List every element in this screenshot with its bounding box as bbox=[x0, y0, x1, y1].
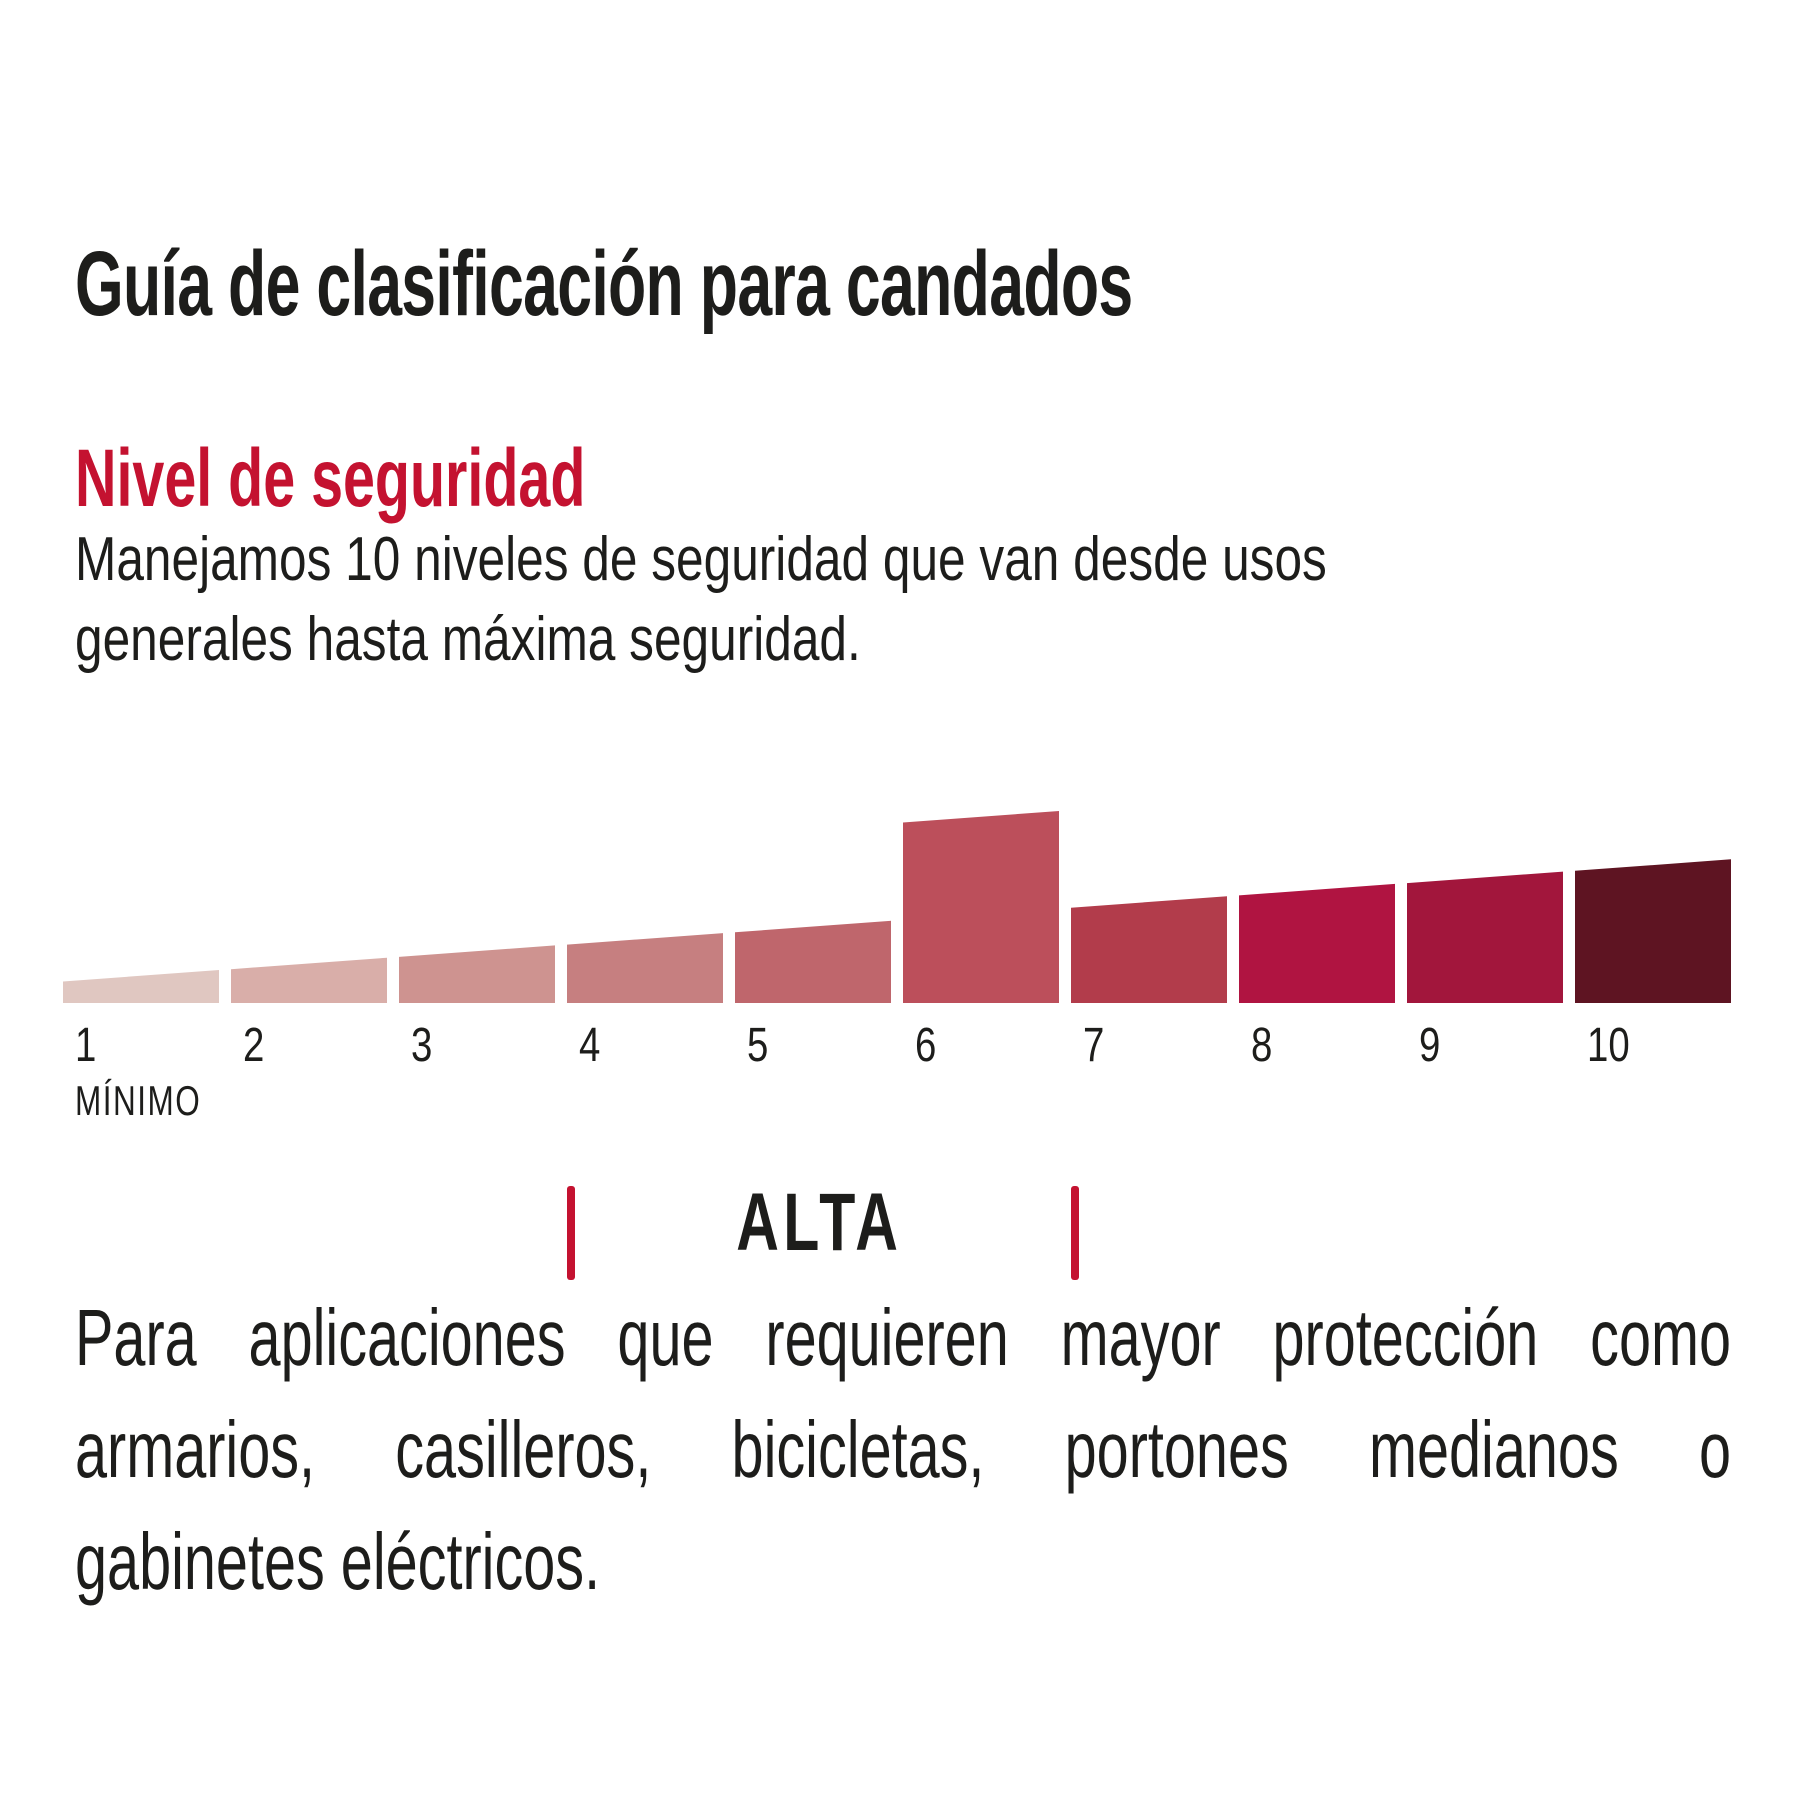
alta-description: Para aplicaciones que requieren mayor pr… bbox=[75, 1282, 1731, 1618]
bar-level-8 bbox=[1239, 883, 1395, 1003]
level-label-4: 4 bbox=[579, 1019, 601, 1072]
intro-line-1: Manejamos 10 niveles de seguridad que va… bbox=[75, 525, 1327, 594]
level-label-9: 9 bbox=[1419, 1019, 1441, 1072]
bar-level-9 bbox=[1407, 871, 1563, 1003]
minimum-label: MÍNIMO bbox=[75, 1077, 202, 1124]
page-title: Guía de clasificación para candados bbox=[75, 232, 1133, 335]
description-line-1: Para aplicaciones que requieren mayor pr… bbox=[75, 1293, 1732, 1382]
level-label-7: 7 bbox=[1083, 1019, 1105, 1072]
bar-level-10 bbox=[1575, 859, 1731, 1003]
range-tick-right bbox=[1071, 1186, 1079, 1280]
bar-level-3 bbox=[399, 945, 555, 1003]
bar-level-6 bbox=[903, 811, 1059, 1003]
description-line-2: armarios, casilleros, bicicletas, porton… bbox=[75, 1405, 1732, 1494]
level-label-5: 5 bbox=[747, 1019, 769, 1072]
security-level-heading: Nivel de seguridad bbox=[75, 433, 586, 525]
bar-level-2 bbox=[231, 957, 387, 1003]
bar-level-5 bbox=[735, 920, 891, 1003]
level-label-10: 10 bbox=[1587, 1019, 1630, 1072]
level-label-2: 2 bbox=[243, 1019, 265, 1072]
range-tick-left bbox=[567, 1186, 575, 1280]
range-label: ALTA bbox=[736, 1177, 902, 1268]
level-label-8: 8 bbox=[1251, 1019, 1273, 1072]
level-label-6: 6 bbox=[915, 1019, 937, 1072]
level-labels: 1 2 3 4 5 6 7 8 9 10 bbox=[0, 1022, 1800, 1082]
bar-level-1 bbox=[63, 970, 219, 1003]
bar-level-7 bbox=[1071, 896, 1227, 1003]
level-label-3: 3 bbox=[411, 1019, 433, 1072]
alta-range-indicator: ALTA bbox=[0, 1170, 1800, 1300]
description-line-3: gabinetes eléctricos. bbox=[75, 1517, 601, 1606]
intro-line-2: generales hasta máxima seguridad. bbox=[75, 605, 861, 674]
level-label-1: 1 bbox=[75, 1019, 97, 1072]
bar-level-4 bbox=[567, 933, 723, 1003]
security-level-intro: Manejamos 10 niveles de seguridad que va… bbox=[75, 520, 1327, 680]
security-level-chart bbox=[63, 811, 1731, 1003]
